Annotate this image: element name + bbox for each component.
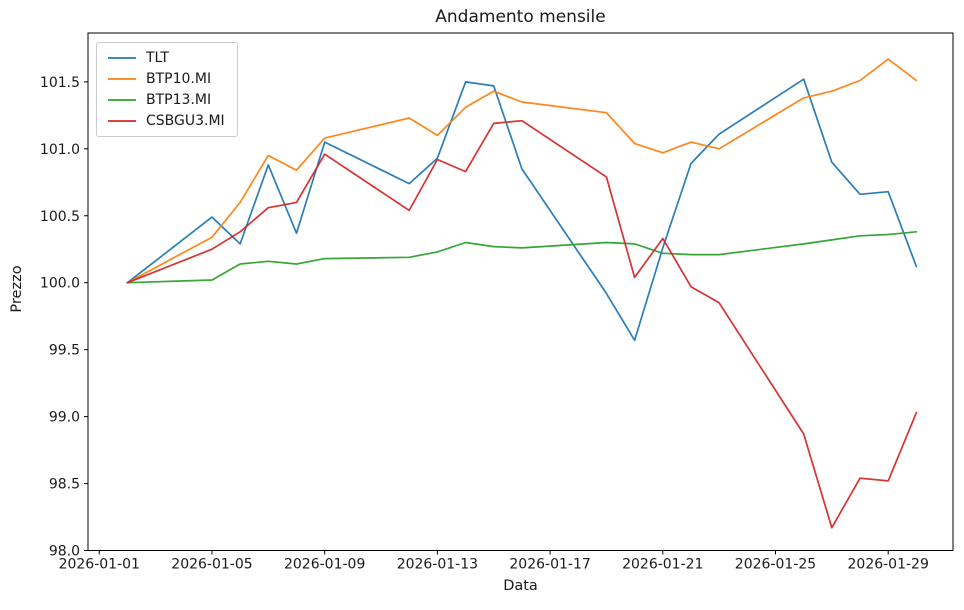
legend-line-swatch	[108, 120, 136, 122]
y-tick-label: 98.5	[49, 477, 80, 493]
legend-line-swatch	[108, 99, 136, 101]
legend-label: BTP10.MI	[146, 71, 212, 87]
legend-line-swatch	[108, 78, 136, 80]
x-tick-label: 2026-01-01	[59, 557, 140, 573]
y-tick-label: 101.5	[40, 75, 80, 91]
series-line-TLT	[126, 78, 918, 342]
legend-item: BTP13.MI	[107, 92, 225, 108]
x-tick-label: 2026-01-29	[848, 557, 929, 573]
legend: TLT BTP10.MI BTP13.MI CSBGU3.MI	[96, 42, 238, 137]
y-tick-label: 99.0	[49, 410, 80, 426]
y-axis-label: Prezzo	[9, 265, 25, 313]
x-axis-label: Data	[503, 578, 538, 594]
axes-spines	[87, 32, 954, 551]
series-line-BTP13.MI	[126, 230, 918, 284]
y-tick-label: 98.0	[49, 544, 80, 560]
x-tick-label: 2026-01-17	[509, 557, 590, 573]
legend-item: BTP10.MI	[107, 71, 225, 87]
chart-title: Andamento mensile	[435, 7, 606, 27]
legend-label: TLT	[146, 50, 169, 66]
x-tick-label: 2026-01-05	[171, 557, 252, 573]
y-tick-label: 99.5	[49, 343, 80, 359]
x-tick-label: 2026-01-09	[284, 557, 365, 573]
legend-label: CSBGU3.MI	[146, 113, 225, 129]
legend-item: CSBGU3.MI	[107, 113, 225, 129]
legend-line-swatch	[108, 57, 136, 59]
legend-label: BTP13.MI	[146, 92, 212, 108]
x-tick-label: 2026-01-25	[735, 557, 816, 573]
y-tick-label: 100.0	[40, 276, 80, 292]
legend-item: TLT	[107, 50, 225, 66]
x-tick-label: 2026-01-13	[397, 557, 478, 573]
y-tick-label: 100.5	[40, 209, 80, 225]
series-line-BTP10.MI	[126, 58, 918, 284]
y-tick-label: 101.0	[40, 142, 80, 158]
x-tick-label: 2026-01-21	[622, 557, 703, 573]
series-line-CSBGU3.MI	[126, 119, 918, 529]
